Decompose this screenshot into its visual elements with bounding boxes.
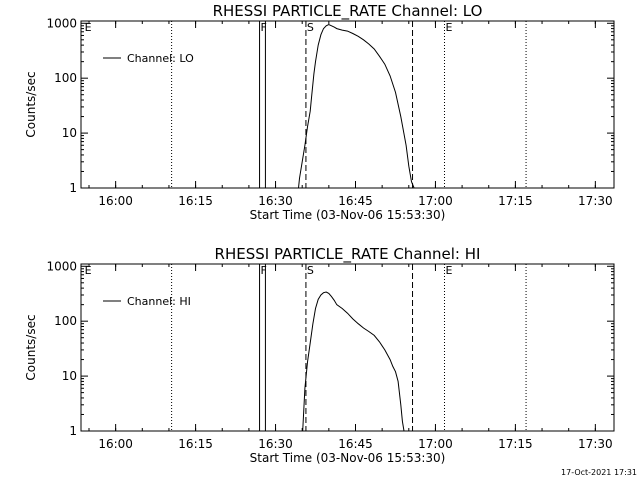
y-axis-label: Counts/sec (24, 71, 38, 137)
marker-label: E (446, 21, 453, 34)
plot-frame (80, 263, 615, 432)
marker-label: F (261, 264, 267, 277)
marker-label: F (261, 21, 267, 34)
x-tick-label: 17:30 (578, 437, 613, 451)
x-tick-label: 17:30 (578, 194, 613, 208)
y-tick-label: 100 (54, 314, 77, 328)
x-tick-label: 16:30 (258, 194, 293, 208)
y-tick-label: 1000 (46, 16, 77, 30)
x-tick-label: 16:45 (338, 437, 373, 451)
series-line (298, 23, 415, 189)
x-tick-label: 17:00 (418, 194, 453, 208)
y-tick-label: 10 (62, 369, 77, 383)
chart-title: RHESSI PARTICLE_RATE Channel: LO (213, 2, 483, 21)
chart-title: RHESSI PARTICLE_RATE Channel: HI (215, 245, 481, 264)
footer-timestamp: 17-Oct-2021 17:31 (561, 468, 637, 477)
x-tick-label: 17:15 (498, 194, 533, 208)
marker-label: S (307, 264, 314, 277)
marker-label: E (85, 21, 92, 34)
y-tick-label: 1000 (46, 259, 77, 273)
x-tick-label: 16:00 (98, 194, 133, 208)
marker-label: E (446, 264, 453, 277)
marker-label: S (307, 21, 314, 34)
panel-lo: RHESSI PARTICLE_RATE Channel: LO 1 10 100 10… (24, 2, 615, 222)
y-axis-label: Counts/sec (24, 314, 38, 380)
x-tick-label: 16:45 (338, 194, 373, 208)
series-line (302, 291, 405, 432)
legend-label: Channel: HI (127, 295, 191, 308)
marker-label: E (85, 264, 92, 277)
x-tick-label: 16:15 (178, 437, 213, 451)
panel-hi: RHESSI PARTICLE_RATE Channel: HI 1 10 100 10… (24, 245, 615, 465)
x-tick-label: 16:15 (178, 194, 213, 208)
y-tick-label: 100 (54, 71, 77, 85)
y-tick-label: 10 (62, 126, 77, 140)
y-tick-label: 1 (69, 181, 77, 195)
x-tick-label: 16:30 (258, 437, 293, 451)
plot-frame (80, 20, 615, 189)
y-tick-label: 1 (69, 424, 77, 438)
x-tick-label: 16:00 (98, 437, 133, 451)
x-axis-label: Start Time (03-Nov-06 15:53:30) (250, 208, 446, 222)
x-axis-label: Start Time (03-Nov-06 15:53:30) (250, 451, 446, 465)
x-tick-label: 17:00 (418, 437, 453, 451)
x-tick-label: 17:15 (498, 437, 533, 451)
legend-label: Channel: LO (127, 52, 194, 65)
